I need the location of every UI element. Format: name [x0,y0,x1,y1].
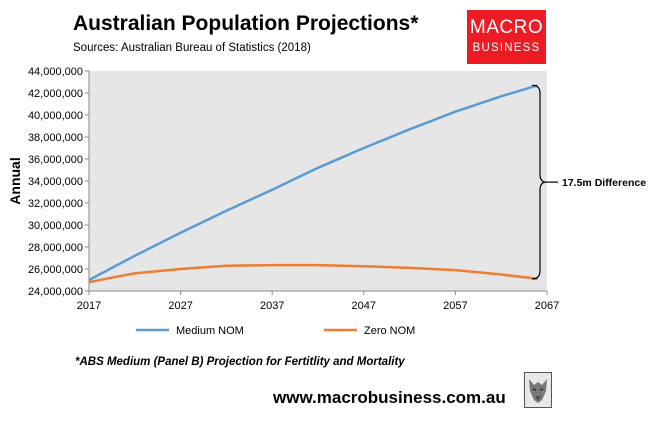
population-chart: 24,000,000 26,000,000 28,000,000 30,000,000… [7,66,646,337]
y-tick-label: 26,000,000 [28,264,83,276]
x-tick-label: 2037 [260,300,284,312]
wolf-logo-icon [524,372,552,408]
x-tick-label: 2027 [168,300,192,312]
y-tick-label: 40,000,000 [28,110,83,122]
y-tick-label: 34,000,000 [28,176,83,188]
x-tick-label: 2057 [443,300,467,312]
logo-line-2: BUSINESS [472,42,541,54]
y-tick-label: 44,000,000 [28,66,83,78]
y-tick-label: 38,000,000 [28,132,83,144]
annotation-text: 17.5m Difference [562,177,646,189]
logo-line-1: MACRO [469,17,544,38]
y-tick-label: 36,000,000 [28,154,83,166]
series-line-zero-nom [88,263,538,284]
y-tick-label: 24,000,000 [28,286,83,298]
website-url: www.macrobusiness.com.au [273,388,506,407]
y-tick-label: 32,000,000 [28,198,83,210]
y-tick-label: 30,000,000 [28,220,83,232]
y-tick-label: 28,000,000 [28,242,83,254]
chart-footnote: *ABS Medium (Panel B) Projection for Fer… [75,356,405,368]
macrobusiness-logo: MACRO BUSINESS [467,10,546,64]
y-tick-label: 42,000,000 [28,88,83,100]
chart-title: Australian Population Projections* [73,12,419,35]
legend-label: Medium NOM [176,325,244,337]
chart-sources: Sources: Australian Bureau of Statistics… [73,42,311,54]
x-tick-label: 2017 [77,300,101,312]
x-tick-label: 2047 [352,300,376,312]
legend-label: Zero NOM [364,325,415,337]
series-line-medium-nom [88,84,539,282]
y-axis-title: Annual [7,157,23,204]
x-tick-label: 2067 [535,300,559,312]
